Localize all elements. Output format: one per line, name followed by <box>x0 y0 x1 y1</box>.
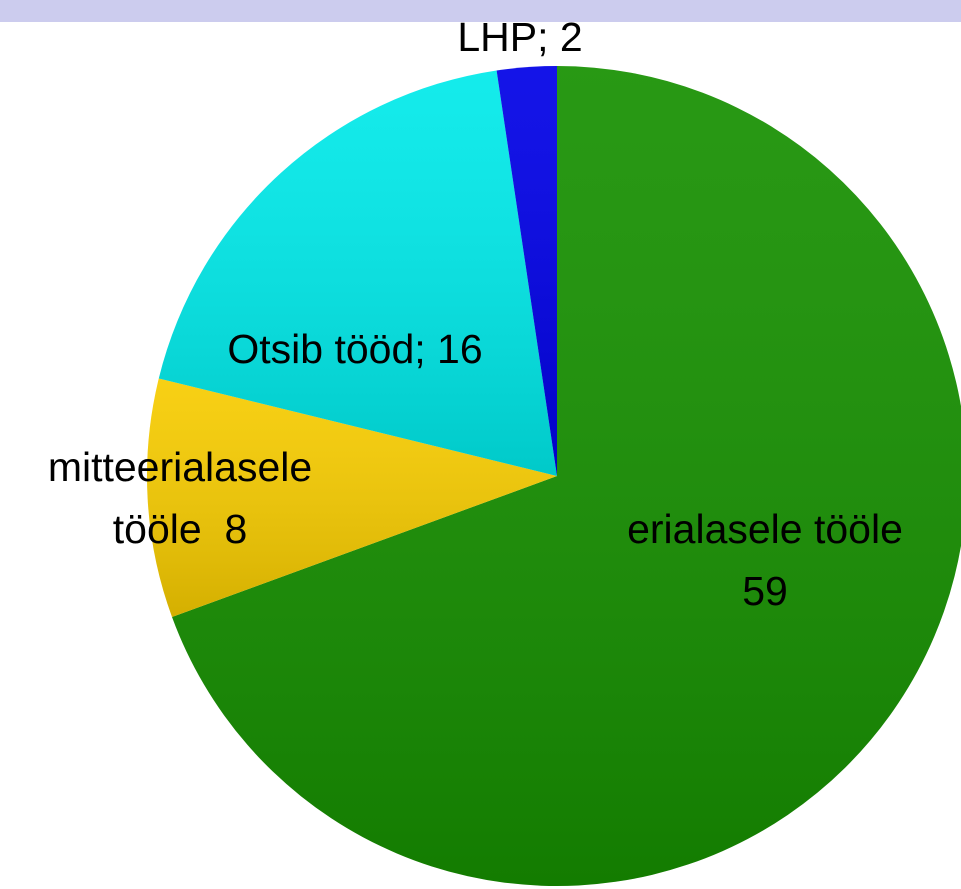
slice-label: LHP; 2 <box>457 14 582 60</box>
slice-shade <box>146 378 557 618</box>
slice-shade <box>172 66 961 886</box>
slice-label: tööle 8 <box>113 506 248 552</box>
slice-label: 59 <box>742 568 788 614</box>
slice-label: Otsib tööd; 16 <box>227 326 482 372</box>
slice-shade <box>496 66 557 476</box>
slice-label: erialasele tööle <box>627 506 903 552</box>
top-band <box>0 0 961 22</box>
slice-label: mitteerialasele <box>48 444 312 490</box>
slice-shade <box>158 70 557 476</box>
